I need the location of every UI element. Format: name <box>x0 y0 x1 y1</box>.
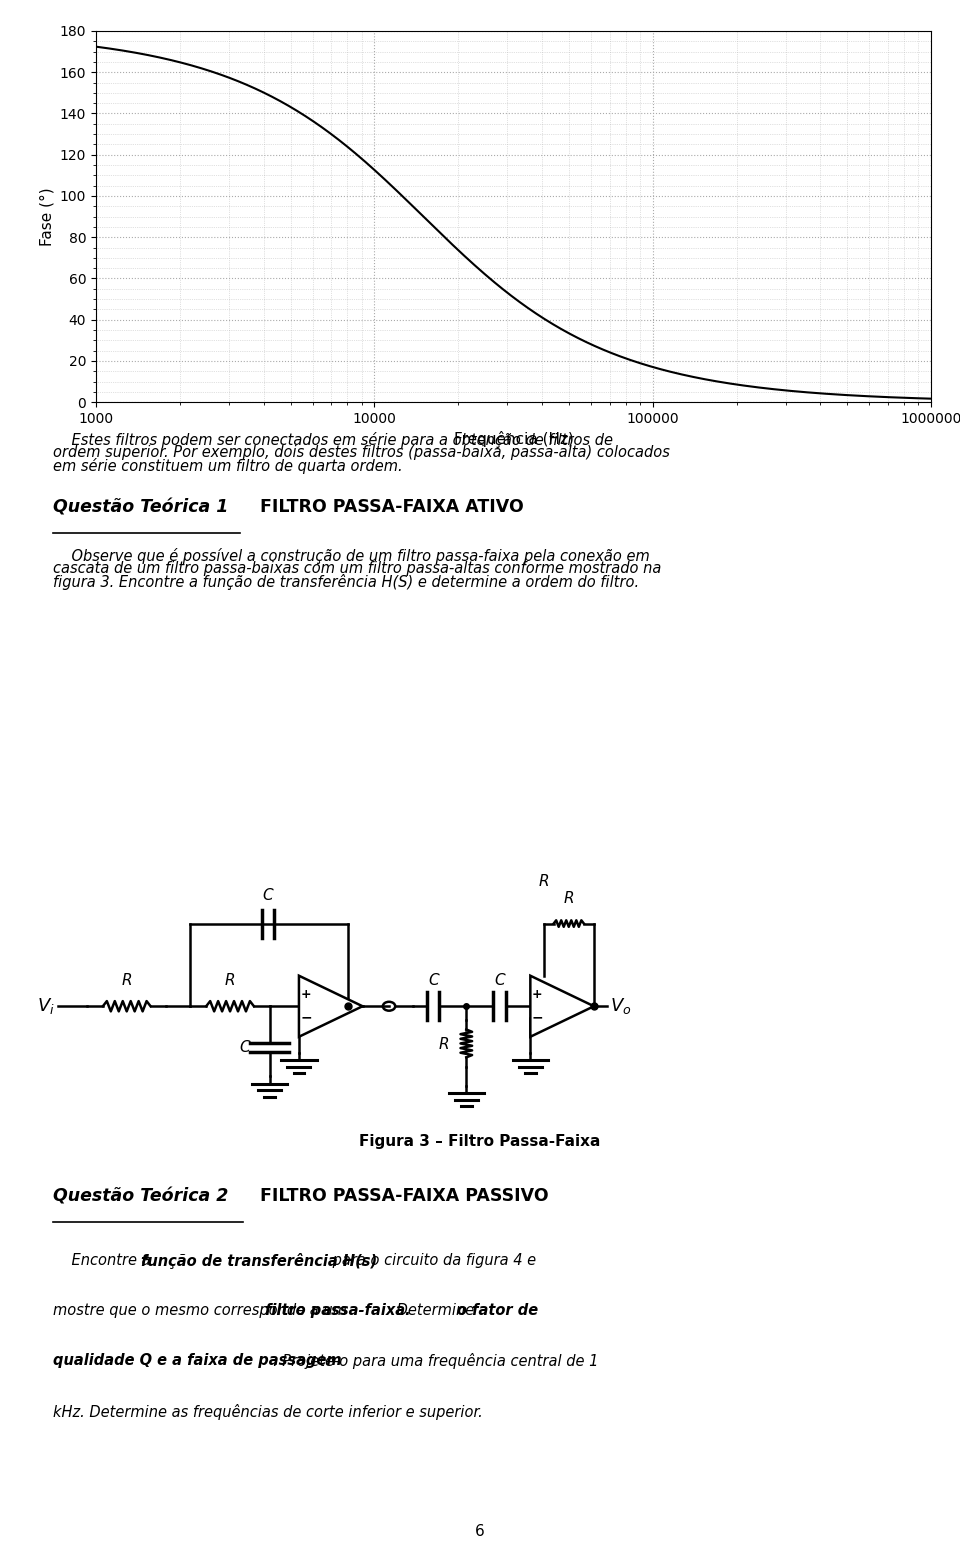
Text: Determine: Determine <box>392 1303 479 1318</box>
X-axis label: Frequência (Hz): Frequência (Hz) <box>454 432 573 447</box>
Text: −: − <box>300 1010 312 1024</box>
Text: em série constituem um filtro de quarta ordem.: em série constituem um filtro de quarta … <box>53 458 402 473</box>
Text: qualidade Q e a faixa de passagem: qualidade Q e a faixa de passagem <box>53 1354 342 1368</box>
Text: o fator de: o fator de <box>457 1303 539 1318</box>
Text: +: + <box>300 989 311 1001</box>
Text: Estes filtros podem ser conectados em série para a obtenção de filtros de: Estes filtros podem ser conectados em sé… <box>53 432 612 447</box>
Text: C: C <box>494 973 505 989</box>
Text: −: − <box>532 1010 543 1024</box>
Text: +: + <box>532 989 542 1001</box>
Text: 6: 6 <box>475 1524 485 1539</box>
Text: função de transferência H(s): função de transferência H(s) <box>141 1253 377 1269</box>
Polygon shape <box>299 976 363 1036</box>
Text: R: R <box>439 1036 449 1052</box>
Text: ordem superior. Por exemplo, dois destes filtros (passa-baixa, passa-alta) coloc: ordem superior. Por exemplo, dois destes… <box>53 444 670 459</box>
Text: C: C <box>240 1040 251 1055</box>
Text: FILTRO PASSA-FAIXA ATIVO: FILTRO PASSA-FAIXA ATIVO <box>248 498 523 517</box>
Text: Questão Teórica 1: Questão Teórica 1 <box>53 498 228 517</box>
Text: mostre que o mesmo corresponde a um: mostre que o mesmo corresponde a um <box>53 1303 351 1318</box>
Text: $V_i$: $V_i$ <box>36 996 55 1016</box>
Text: Questão Teórica 2: Questão Teórica 2 <box>53 1188 228 1205</box>
Text: figura 3. Encontre a função de transferência H(S) e determine a ordem do filtro.: figura 3. Encontre a função de transferê… <box>53 574 639 589</box>
Text: . Projete-o para uma frequência central de 1: . Projete-o para uma frequência central … <box>273 1354 598 1369</box>
Text: filtro passa-faixa.: filtro passa-faixa. <box>265 1303 411 1318</box>
Y-axis label: Fase (°): Fase (°) <box>39 187 54 246</box>
Text: R: R <box>121 973 132 989</box>
Text: FILTRO PASSA-FAIXA PASSIVO: FILTRO PASSA-FAIXA PASSIVO <box>248 1188 548 1205</box>
Text: para o circuito da figura 4 e: para o circuito da figura 4 e <box>328 1253 537 1267</box>
Text: $V_o$: $V_o$ <box>610 996 632 1016</box>
Polygon shape <box>530 976 594 1036</box>
Text: R: R <box>539 874 549 888</box>
Text: C: C <box>428 973 439 989</box>
Text: Figura 3 – Filtro Passa-Faixa: Figura 3 – Filtro Passa-Faixa <box>359 1134 601 1148</box>
Text: Encontre a: Encontre a <box>53 1253 156 1267</box>
Text: kHz. Determine as frequências de corte inferior e superior.: kHz. Determine as frequências de corte i… <box>53 1403 483 1420</box>
Text: cascata de um filtro passa-baixas com um filtro passa-altas conforme mostrado na: cascata de um filtro passa-baixas com um… <box>53 560 661 575</box>
Text: R: R <box>564 891 574 905</box>
Text: C: C <box>263 888 274 903</box>
Text: R: R <box>225 973 235 989</box>
Text: Observe que é possível a construção de um filtro passa-faixa pela conexão em: Observe que é possível a construção de u… <box>53 548 650 563</box>
